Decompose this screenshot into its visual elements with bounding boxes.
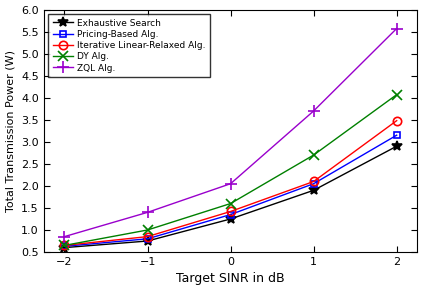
DY Alg. — [311, 153, 316, 157]
Pricing-Based Alg. — [394, 134, 399, 137]
Iterative Linear-Relaxed Alg. — [145, 235, 150, 238]
DY Alg. — [228, 202, 233, 205]
ZQL Alg. — [228, 182, 233, 185]
Exhaustive Search — [145, 239, 150, 243]
ZQL Alg. — [62, 235, 67, 238]
Iterative Linear-Relaxed Alg. — [311, 180, 316, 183]
Exhaustive Search — [394, 144, 399, 148]
ZQL Alg. — [145, 211, 150, 214]
Exhaustive Search — [311, 189, 316, 192]
Exhaustive Search — [228, 217, 233, 221]
Line: Iterative Linear-Relaxed Alg.: Iterative Linear-Relaxed Alg. — [60, 116, 401, 250]
Pricing-Based Alg. — [311, 182, 316, 185]
Pricing-Based Alg. — [228, 213, 233, 216]
ZQL Alg. — [394, 27, 399, 30]
Exhaustive Search — [62, 246, 67, 249]
DY Alg. — [145, 228, 150, 232]
Pricing-Based Alg. — [145, 237, 150, 241]
Line: Pricing-Based Alg.: Pricing-Based Alg. — [61, 132, 400, 250]
ZQL Alg. — [311, 109, 316, 113]
Line: DY Alg.: DY Alg. — [60, 90, 401, 250]
Iterative Linear-Relaxed Alg. — [394, 119, 399, 123]
Iterative Linear-Relaxed Alg. — [62, 244, 67, 247]
Iterative Linear-Relaxed Alg. — [228, 210, 233, 213]
DY Alg. — [62, 244, 67, 247]
DY Alg. — [394, 93, 399, 96]
Line: ZQL Alg.: ZQL Alg. — [59, 23, 402, 242]
Legend: Exhaustive Search, Pricing-Based Alg., Iterative Linear-Relaxed Alg., DY Alg., Z: Exhaustive Search, Pricing-Based Alg., I… — [48, 14, 210, 77]
Y-axis label: Total Transmission Power (W): Total Transmission Power (W) — [5, 50, 16, 212]
Pricing-Based Alg. — [62, 244, 67, 248]
Line: Exhaustive Search: Exhaustive Search — [60, 141, 401, 253]
X-axis label: Target SINR in dB: Target SINR in dB — [176, 272, 285, 285]
